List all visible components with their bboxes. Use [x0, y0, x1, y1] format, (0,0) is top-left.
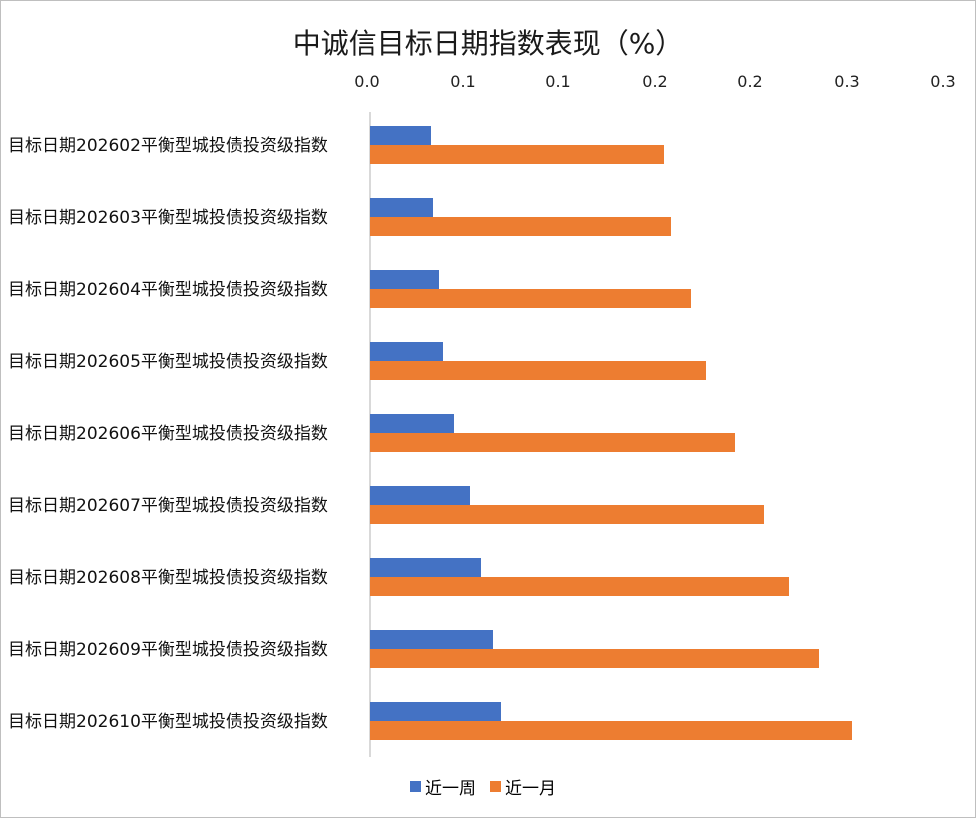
- bar-week[interactable]: [370, 558, 481, 577]
- bar-week[interactable]: [370, 414, 454, 433]
- bar-month[interactable]: [370, 361, 706, 380]
- bar-month[interactable]: [370, 145, 664, 164]
- category-label: 目标日期202605平衡型城投债投资级指数: [8, 352, 328, 372]
- bar-month[interactable]: [370, 505, 764, 524]
- x-tick: 0.3: [930, 72, 956, 91]
- x-tick: 0.1: [545, 72, 571, 91]
- bar-month[interactable]: [370, 649, 819, 668]
- bar-week[interactable]: [370, 270, 439, 289]
- category-label: 目标日期202603平衡型城投债投资级指数: [8, 208, 328, 228]
- bar-month[interactable]: [370, 721, 852, 740]
- x-tick: 0.2: [642, 72, 668, 91]
- legend-item-week[interactable]: 近一周: [410, 774, 476, 799]
- x-tick: 0.3: [834, 72, 860, 91]
- category-label: 目标日期202604平衡型城投债投资级指数: [8, 280, 328, 300]
- legend-swatch-week: [410, 781, 421, 792]
- x-tick: 0.0: [354, 72, 380, 91]
- legend-item-month[interactable]: 近一月: [490, 774, 556, 799]
- legend: 近一周 近一月: [410, 774, 556, 799]
- bar-week[interactable]: [370, 198, 433, 217]
- category-label: 目标日期202608平衡型城投债投资级指数: [8, 568, 328, 588]
- bar-week[interactable]: [370, 702, 501, 721]
- chart-title: 中诚信目标日期指数表现（%）: [292, 27, 684, 60]
- legend-label-month: 近一月: [505, 779, 556, 799]
- bar-month[interactable]: [370, 577, 789, 596]
- legend-label-week: 近一周: [425, 779, 476, 799]
- bar-month[interactable]: [370, 433, 735, 452]
- bar-week[interactable]: [370, 126, 431, 145]
- category-label: 目标日期202602平衡型城投债投资级指数: [8, 136, 328, 156]
- x-axis-ticks: 0.0 0.1 0.1 0.2 0.2 0.3 0.3: [0, 72, 976, 96]
- legend-swatch-month: [490, 781, 501, 792]
- category-label: 目标日期202606平衡型城投债投资级指数: [8, 424, 328, 444]
- category-label: 目标日期202610平衡型城投债投资级指数: [8, 712, 328, 732]
- bar-month[interactable]: [370, 217, 671, 236]
- x-tick: 0.1: [450, 72, 476, 91]
- bar-week[interactable]: [370, 630, 493, 649]
- bar-week[interactable]: [370, 486, 470, 505]
- category-label: 目标日期202609平衡型城投债投资级指数: [8, 640, 328, 660]
- x-tick: 0.2: [737, 72, 763, 91]
- bar-week[interactable]: [370, 342, 443, 361]
- category-label: 目标日期202607平衡型城投债投资级指数: [8, 496, 328, 516]
- bar-month[interactable]: [370, 289, 691, 308]
